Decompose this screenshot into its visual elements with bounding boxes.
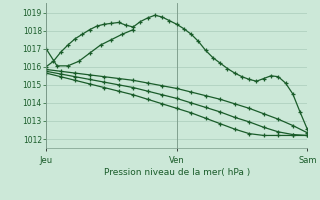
X-axis label: Pression niveau de la mer( hPa ): Pression niveau de la mer( hPa ) xyxy=(104,168,250,177)
